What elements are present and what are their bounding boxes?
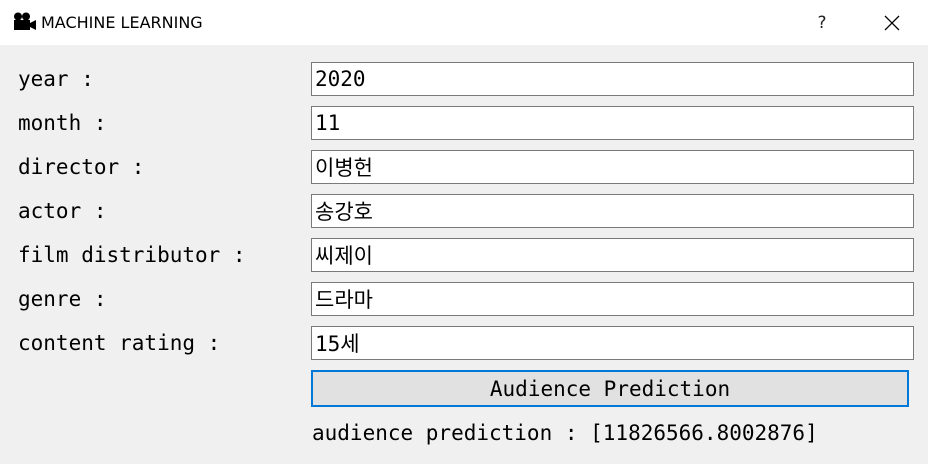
audience-prediction-button-label: Audience Prediction [489,376,731,401]
director-label: director : [18,155,145,179]
close-icon [884,15,900,30]
actor-label: actor : [18,199,107,223]
audience-prediction-button[interactable]: Audience Prediction [311,370,909,407]
close-button[interactable] [869,0,915,45]
window-title: MACHINE LEARNING [41,13,203,32]
month-input[interactable] [311,106,914,140]
month-label: month : [18,111,107,135]
year-label: year : [18,67,94,91]
actor-input[interactable] [311,194,914,228]
help-button[interactable]: ? [799,0,845,45]
genre-input[interactable] [311,282,914,316]
title-bar: MACHINE LEARNING ? [0,0,928,45]
prediction-result: audience prediction : [11826566.8002876] [312,421,818,445]
film-distributor-input[interactable] [311,238,914,272]
movie-camera-icon [14,12,36,30]
genre-label: genre : [18,287,107,311]
year-input[interactable] [311,62,914,96]
film-distributor-label: film distributor : [18,243,246,267]
help-label: ? [817,12,827,33]
content-rating-label: content rating : [18,331,221,355]
director-input[interactable] [311,150,914,184]
content-rating-input[interactable] [311,326,914,360]
